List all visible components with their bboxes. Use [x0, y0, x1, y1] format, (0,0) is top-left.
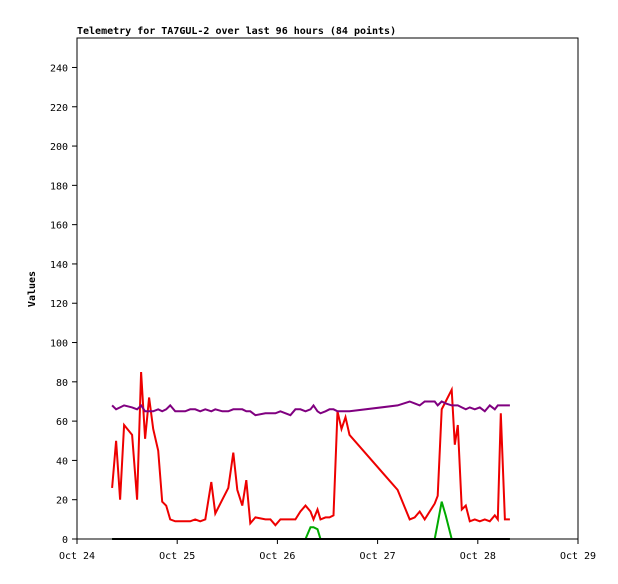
- y-tick-label: 80: [56, 378, 68, 389]
- y-tick-label: 240: [50, 63, 68, 74]
- x-tick-label: Oct 27: [360, 551, 396, 562]
- y-tick-label: 220: [50, 103, 68, 114]
- y-tick-label: 0: [62, 535, 68, 546]
- y-tick-label: 100: [50, 339, 68, 350]
- y-tick-label: 40: [56, 456, 68, 467]
- series-line: [111, 400, 510, 417]
- series-line: [111, 371, 510, 527]
- y-tick-label: 140: [50, 260, 68, 271]
- y-tick-label: 120: [50, 299, 68, 310]
- x-tick-label: Oct 29: [560, 551, 596, 562]
- chart-title: Telemetry for TA7GUL-2 over last 96 hour…: [77, 25, 396, 37]
- x-tick-label: Oct 24: [59, 551, 95, 562]
- y-tick-label: 60: [56, 417, 68, 428]
- y-tick-label: 160: [50, 221, 68, 232]
- y-tick-label: 180: [50, 181, 68, 192]
- x-tick-label: Oct 26: [259, 551, 295, 562]
- x-tick-label: Oct 25: [159, 551, 195, 562]
- x-tick-label: Oct 28: [460, 551, 496, 562]
- y-axis-label: Values: [27, 271, 38, 307]
- y-tick-label: 20: [56, 496, 68, 507]
- y-tick-label: 200: [50, 142, 68, 153]
